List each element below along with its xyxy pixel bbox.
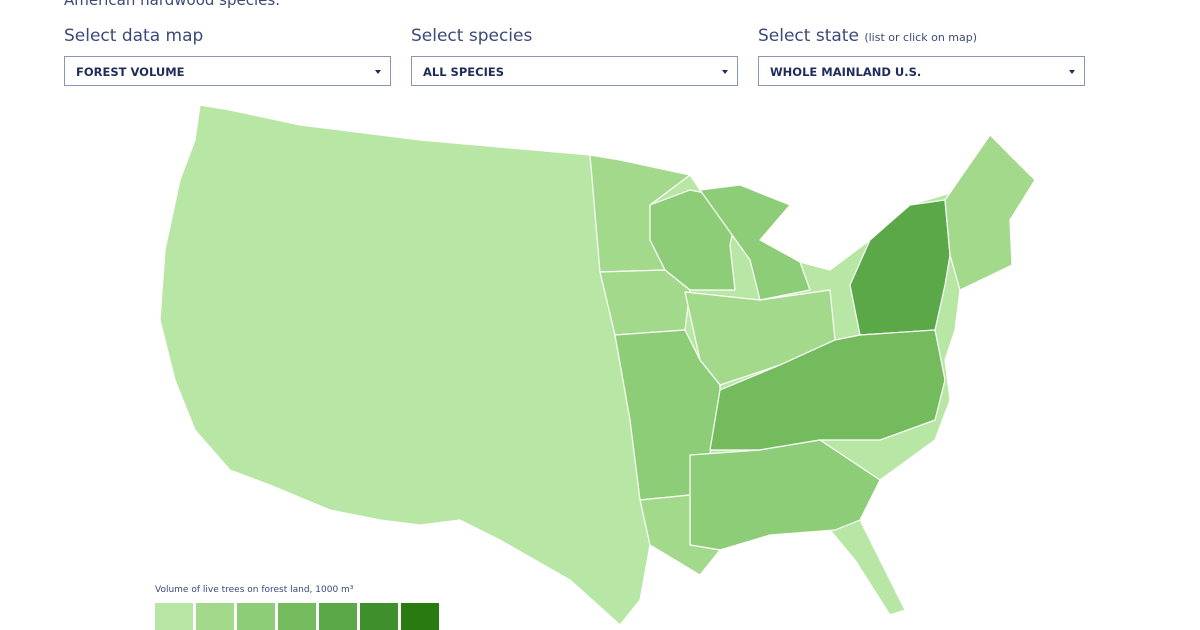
legend-swatch xyxy=(360,603,398,630)
legend-swatch xyxy=(401,603,439,630)
state-region[interactable] xyxy=(599,269,691,336)
legend-swatch xyxy=(196,603,234,630)
legend-swatch xyxy=(155,603,193,630)
state-region[interactable] xyxy=(639,494,721,576)
control-label-text: Select state xyxy=(758,26,859,46)
control-hint: (list or click on map) xyxy=(864,31,978,44)
legend-swatch xyxy=(237,603,275,630)
dropdown-value: ALL SPECIES xyxy=(423,65,504,79)
intro-text: American hardwood species. xyxy=(64,0,280,9)
legend-swatch xyxy=(278,603,316,630)
state-region[interactable] xyxy=(699,184,811,301)
state-region[interactable] xyxy=(944,134,1036,291)
dropdown[interactable]: ALL SPECIES xyxy=(411,56,738,86)
dropdown[interactable]: WHOLE MAINLAND U.S. xyxy=(758,56,1085,86)
dropdown-value: FOREST VOLUME xyxy=(76,65,185,79)
dropdown-arrow xyxy=(375,70,381,74)
legend-swatch xyxy=(319,603,357,630)
dropdown-value: WHOLE MAINLAND U.S. xyxy=(770,65,922,79)
control-label: Select state (list or click on map) xyxy=(758,26,977,46)
dropdown-arrow xyxy=(1069,70,1075,74)
control-label: Select species xyxy=(411,26,533,46)
control-label: Select data map xyxy=(64,26,204,46)
dropdown-arrow xyxy=(722,70,728,74)
dropdown[interactable]: FOREST VOLUME xyxy=(64,56,391,86)
state-region[interactable] xyxy=(849,199,951,336)
legend-title: Volume of live trees on forest land, 100… xyxy=(155,585,354,595)
